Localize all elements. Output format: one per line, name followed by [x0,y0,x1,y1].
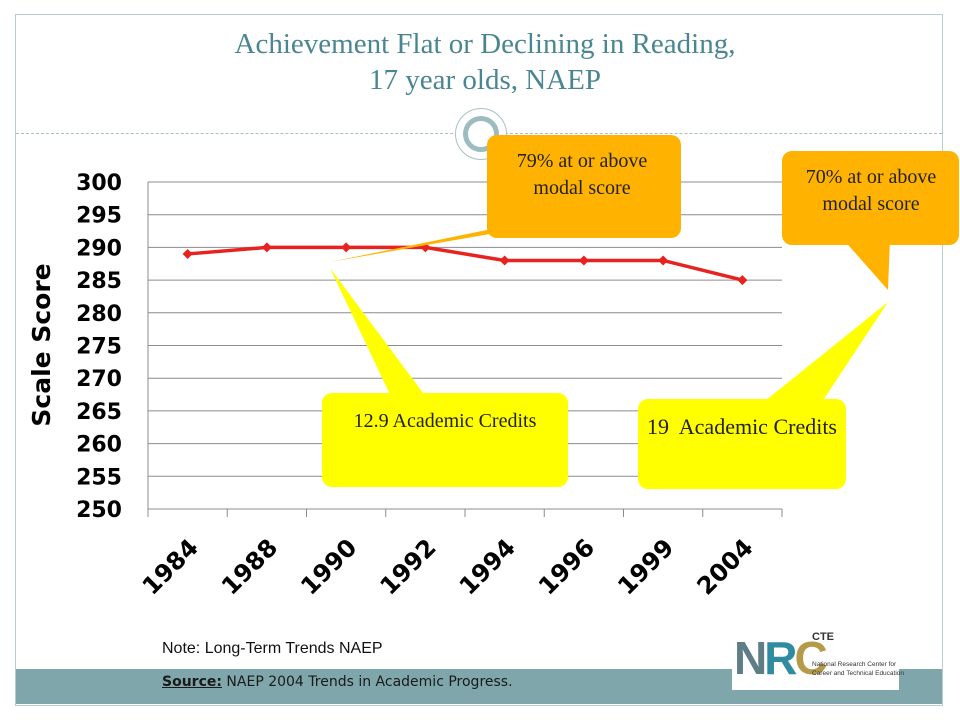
source-label: Source: [162,674,222,690]
title-line-2: 17 year olds, NAEP [369,64,601,96]
callout-2004-text: 70% at or above modal score [805,166,937,215]
x-tick-label: 2004 [692,533,759,600]
credits-2004-pointer [760,302,888,405]
y-tick-label: 250 [76,498,122,523]
logo-line-2: Career and Technical Education [812,670,905,677]
x-tick-label: 1984 [137,533,204,600]
data-point [578,255,589,266]
y-tick-label: 270 [76,367,122,392]
logo-cte: CTE [812,631,834,643]
data-point [658,255,669,266]
logo-line-1: National Research Center for [812,661,897,668]
source-line: Source: NAEP 2004 Trends in Academic Pro… [162,674,513,690]
data-point [182,248,193,259]
series-line [187,245,743,282]
credits-2004-text: 19 Academic Credits [646,414,837,439]
y-axis-title: Scale Score [27,263,56,426]
divider-ornament-ring [463,116,499,152]
y-tick-label: 285 [76,269,122,294]
x-tick-label: 1992 [375,533,442,600]
nrccte-logo: NRC CTE National Research Center for Car… [732,629,904,690]
x-tick-label: 1990 [295,533,362,600]
y-tick-label: 300 [76,171,122,196]
callout-2004-box [782,151,959,245]
callout-2004-pointer [842,238,890,290]
data-point [737,275,748,286]
y-tick-label: 260 [76,433,122,458]
chart-note: Note: Long-Term Trends NAEP [162,640,383,657]
source-text: NAEP 2004 Trends in Academic Progress. [221,674,513,690]
callout-1990-box [487,135,681,238]
data-point [341,242,352,253]
data-point [499,255,510,266]
x-tick-label: 1996 [533,533,600,600]
y-tick-label: 290 [76,236,122,261]
y-tick-label: 295 [76,204,122,229]
x-tick-label: 1988 [216,533,283,600]
x-tick-label: 1999 [612,533,679,600]
slide-title: Achievement Flat or Declining in Reading… [100,26,870,98]
x-tick-label: 1994 [454,533,521,600]
y-tick-label: 255 [76,465,122,490]
y-tick-label: 265 [76,400,122,425]
slide-frame [15,14,943,706]
y-tick-label: 280 [76,302,122,327]
credits-2004-box [638,399,846,489]
data-point [261,242,272,253]
credits-1990-text: 12.9 Academic Credits [353,410,537,432]
y-tick-label: 275 [76,335,122,360]
logo-letters: NRC [734,632,828,684]
credits-1990-box [322,393,568,487]
credits-1990-pointer [330,268,432,405]
callout-1990-text: 79% at or above modal score [516,150,648,199]
title-line-1: Achievement Flat or Declining in Reading… [234,28,736,60]
